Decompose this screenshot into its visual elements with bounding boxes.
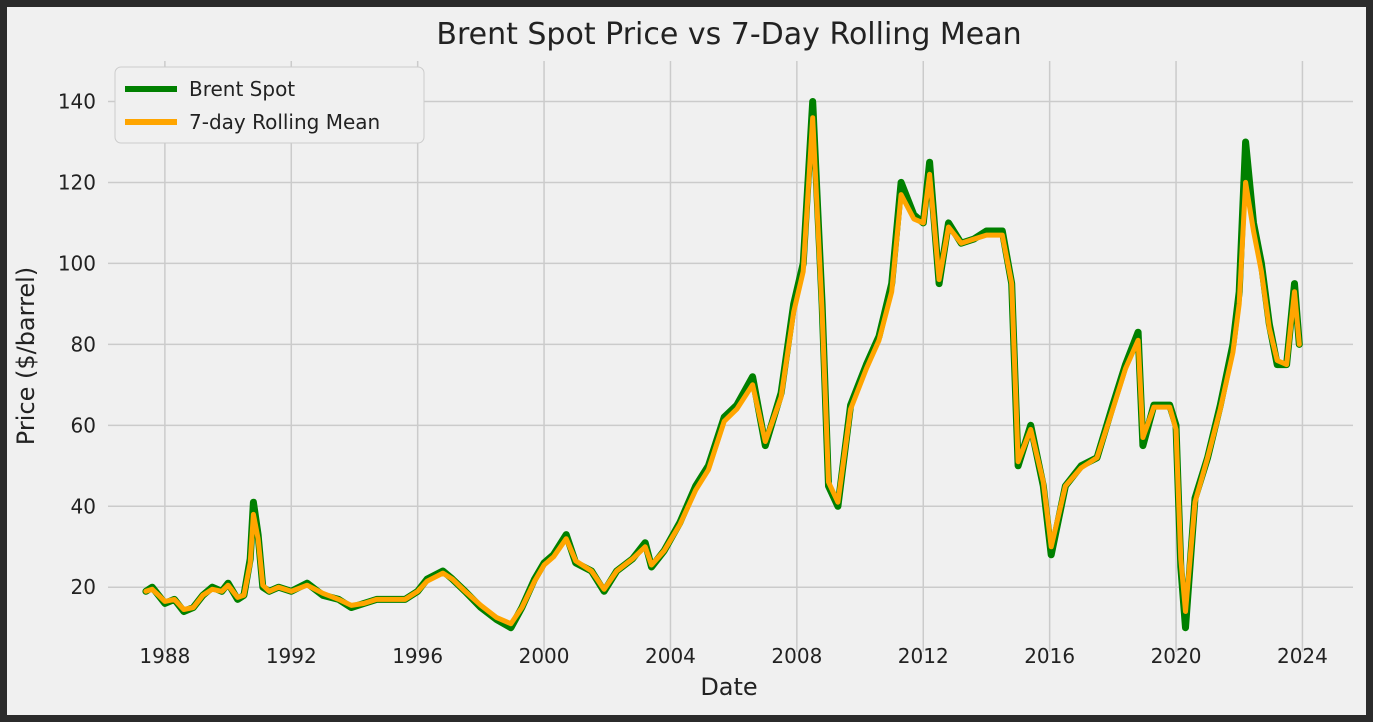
x-tick-label: 2008 bbox=[771, 644, 822, 668]
legend-box bbox=[114, 66, 425, 144]
x-tick-label: 1992 bbox=[266, 644, 317, 668]
chart-title: Brent Spot Price vs 7-Day Rolling Mean bbox=[436, 17, 1021, 52]
x-tick-label: 2000 bbox=[519, 644, 570, 668]
y-tick-label: 20 bbox=[71, 575, 96, 599]
legend-label-brent-spot: Brent Spot bbox=[189, 77, 295, 101]
y-tick-label: 60 bbox=[71, 413, 96, 437]
tick-labels: 1988 1992 1996 2000 2004 2008 2012 2016 2020 2024… bbox=[58, 89, 1328, 668]
y-tick-label: 100 bbox=[58, 251, 96, 275]
x-tick-label: 2024 bbox=[1277, 644, 1328, 668]
series-line-7-day-rolling-mean bbox=[143, 115, 1302, 627]
x-tick-label: 2004 bbox=[645, 644, 696, 668]
x-tick-label: 2012 bbox=[898, 644, 949, 668]
legend-label-rolling-mean: 7-day Rolling Mean bbox=[189, 110, 380, 134]
y-tick-label: 40 bbox=[71, 494, 96, 518]
y-tick-label: 120 bbox=[58, 170, 96, 194]
x-tick-label: 1996 bbox=[392, 644, 443, 668]
plot-area bbox=[108, 61, 1353, 652]
y-tick-label: 80 bbox=[71, 332, 96, 356]
chart-svg: 1988 1992 1996 2000 2004 2008 2012 2016 2020 2024… bbox=[12, 17, 1353, 701]
x-axis-label: Date bbox=[700, 673, 757, 701]
series-layer bbox=[142, 98, 1303, 632]
y-tick-label: 140 bbox=[58, 89, 96, 113]
x-tick-label: 1988 bbox=[139, 644, 190, 668]
chart-figure: 1988 1992 1996 2000 2004 2008 2012 2016 2020 2024… bbox=[7, 7, 1366, 715]
legend: Brent Spot 7-day Rolling Mean bbox=[114, 66, 425, 144]
x-tick-label: 2016 bbox=[1024, 644, 1075, 668]
x-tick-label: 2020 bbox=[1151, 644, 1202, 668]
y-axis-label: Price ($/barrel) bbox=[12, 267, 40, 445]
